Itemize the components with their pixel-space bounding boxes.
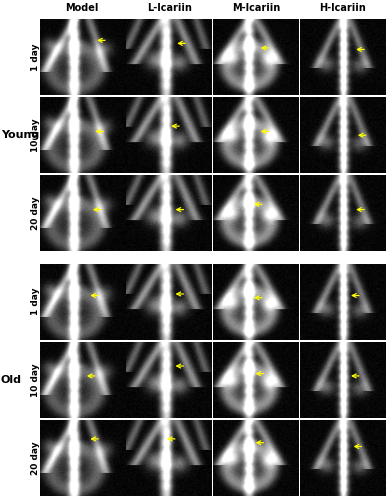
Text: M-Icariin: M-Icariin [232,2,280,12]
Text: L-Icariin: L-Icariin [147,2,192,12]
Text: 20 day: 20 day [31,441,40,474]
Text: 1 day: 1 day [31,44,40,71]
Text: Young: Young [1,130,39,140]
Text: Model: Model [66,2,99,12]
Text: 10 day: 10 day [31,118,40,152]
Text: 20 day: 20 day [31,196,40,230]
Text: Old: Old [1,375,22,385]
Text: 10 day: 10 day [31,363,40,396]
Text: H-Icariin: H-Icariin [320,2,366,12]
Text: 1 day: 1 day [31,288,40,316]
